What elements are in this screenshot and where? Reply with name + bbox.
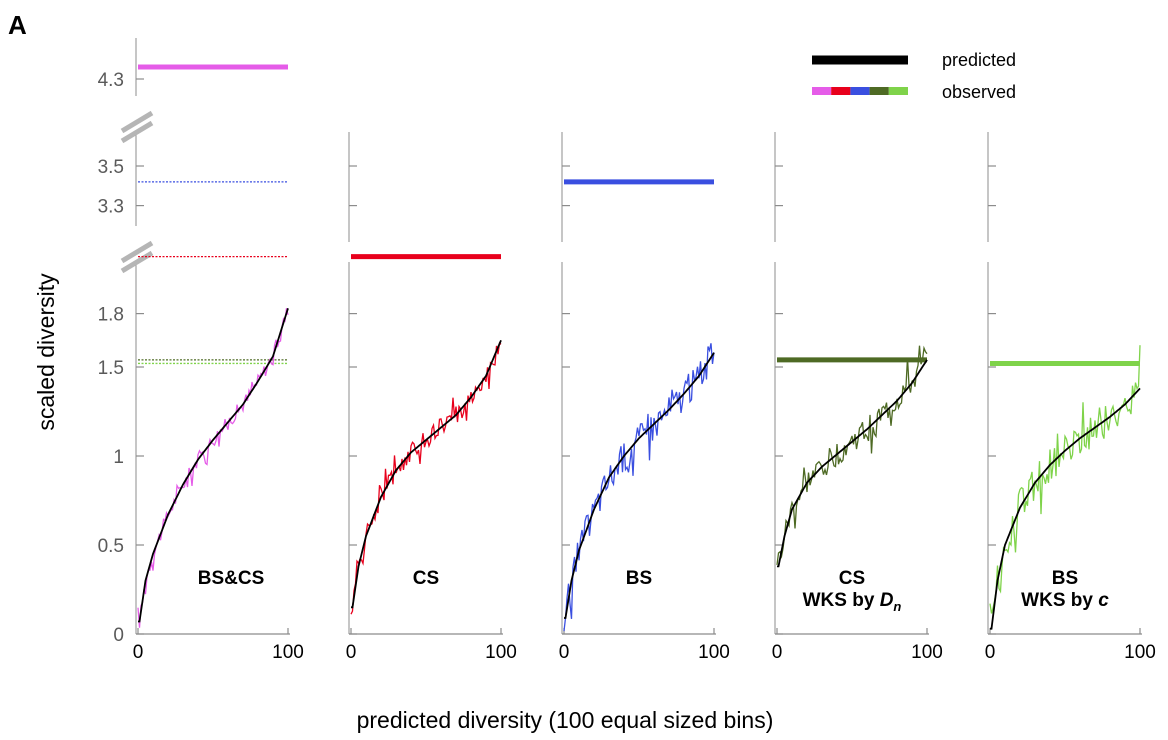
figure-letter: A [8,10,27,40]
legend: predicted observed [812,50,1016,102]
predicted-series [777,359,928,568]
panel-label: WKS by Dn [803,590,902,614]
panel: 0 100 CS [346,132,517,663]
y-tick-label: 0 [113,625,124,646]
legend-observed-label: observed [942,82,1016,102]
plot-area: 0 0.5 1 1.5 1.8 3.3 3.5 4.3 0 100 BS&CS 0 100 CS 0 100 B… [98,38,1156,663]
panel-label: CS [839,568,865,589]
observed-series [563,343,715,632]
y-tick-label: 3.5 [98,157,124,178]
x-tick-label: 0 [772,642,783,663]
panel-label: BS [1052,568,1078,589]
panel-label: WKS by c [1021,590,1109,611]
axis-break-mark [120,120,154,144]
observed-series [989,345,1141,614]
panel: 0 0.5 1 1.5 1.8 3.3 3.5 4.3 0 100 BS&CS [98,38,304,663]
y-tick-label: 1 [113,447,124,468]
x-tick-label: 0 [985,642,996,663]
x-tick-label: 100 [272,642,304,663]
y-tick-label: 1.8 [98,305,124,326]
x-tick-label: 0 [559,642,570,663]
panel-label: CS [413,568,439,589]
axis-break-mark [120,240,154,264]
y-tick-label: 0.5 [98,536,124,557]
panel-label: BS [626,568,652,589]
panel-label: BS&CS [198,568,265,589]
axis-break-mark [120,110,154,134]
x-tick-label: 100 [698,642,730,663]
y-axis-title: scaled diversity [33,273,59,431]
panel: 0 100 BS [559,132,730,663]
legend-predicted-label: predicted [942,50,1016,70]
x-tick-label: 100 [485,642,517,663]
x-tick-label: 0 [346,642,357,663]
predicted-series [138,308,289,623]
y-tick-label: 1.5 [98,358,124,379]
x-tick-label: 100 [911,642,943,663]
y-tick-label: 3.3 [98,197,124,218]
predicted-series [351,339,502,609]
x-tick-label: 0 [133,642,144,663]
x-axis-title: predicted diversity (100 equal sized bin… [357,707,774,733]
y-tick-label: 4.3 [98,70,124,91]
observed-series [776,345,928,565]
x-tick-label: 100 [1124,642,1156,663]
predicted-series [564,352,715,619]
predicted-series [990,387,1141,630]
